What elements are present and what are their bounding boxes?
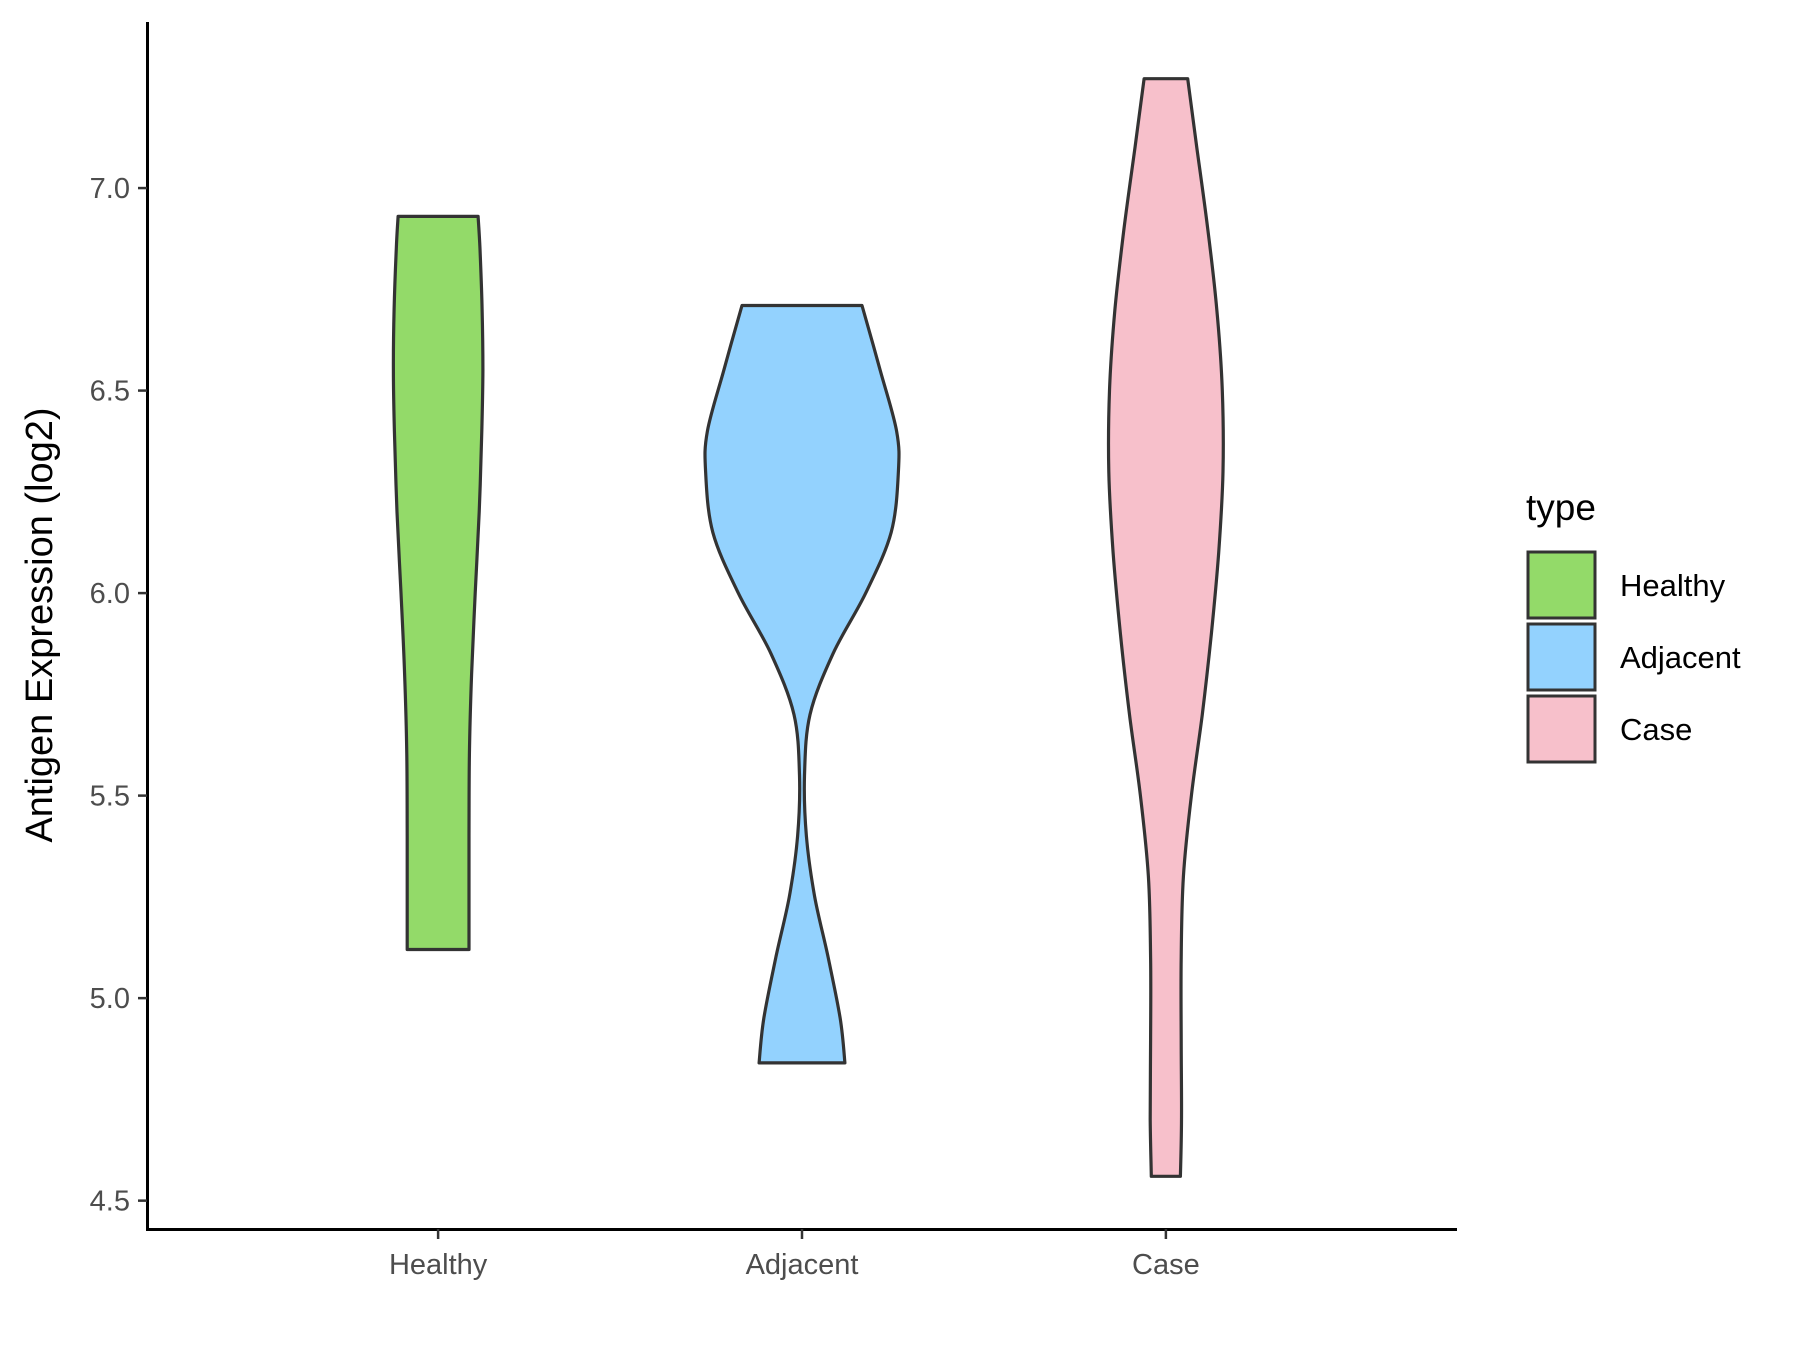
legend-label-adjacent: Adjacent: [1620, 640, 1741, 675]
legend-key-healthy: [1526, 550, 1597, 620]
y-tick-label: 4.5: [90, 1186, 130, 1218]
legend: type Healthy Adjacent Case: [1526, 487, 1741, 764]
y-tick-label: 7.0: [90, 173, 130, 205]
y-tick-label: 6.0: [90, 578, 130, 610]
x-ticks: Healthy Adjacent Case: [389, 1229, 1200, 1281]
legend-key-adjacent: [1526, 622, 1597, 692]
x-tick-label-adjacent: Adjacent: [746, 1249, 859, 1281]
x-tick-label-healthy: Healthy: [389, 1249, 488, 1281]
legend-entries: Healthy Adjacent Case: [1526, 550, 1741, 764]
legend-label-healthy: Healthy: [1620, 568, 1726, 603]
legend-title: type: [1526, 487, 1596, 528]
y-ticks: 4.5 5.0 5.5 6.0 6.5 7.0: [90, 173, 147, 1218]
y-axis-title: Antigen Expression (log2): [19, 407, 61, 842]
y-tick-label: 6.5: [90, 376, 130, 408]
violin-healthy: [391, 214, 485, 952]
violin-adjacent: [703, 303, 901, 1065]
legend-label-case: Case: [1620, 712, 1692, 747]
legend-key-case: [1526, 694, 1597, 764]
y-tick-label: 5.0: [90, 983, 130, 1015]
y-tick-label: 5.5: [90, 781, 130, 813]
violin-case: [1106, 77, 1225, 1178]
violins-layer: [391, 77, 1225, 1178]
x-tick-label-case: Case: [1132, 1249, 1200, 1281]
